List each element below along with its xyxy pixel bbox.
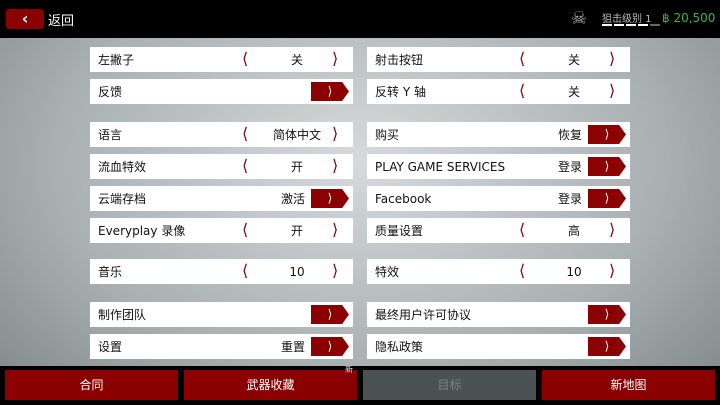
bottom-nav-button[interactable]: 武器收藏 新 [184, 365, 357, 400]
bottom-nav-label: 新地图 [610, 378, 647, 392]
setting-row[interactable]: 特效 ⟨ 10 ⟩ [367, 259, 630, 284]
chevron-left-icon[interactable]: ⟨ [242, 220, 249, 239]
bottom-nav-label: 目标 [437, 378, 462, 392]
setting-label: Everyplay 录像 [98, 224, 186, 238]
setting-label: 射击按钮 [375, 53, 424, 67]
setting-value: 登录 [557, 192, 582, 206]
chevron-left-icon: ‹ [21, 9, 29, 28]
new-badge: 新 [345, 365, 353, 374]
setting-row[interactable]: 射击按钮 ⟨ 关 ⟩ [367, 47, 630, 72]
setting-row[interactable]: 购买 恢复 ⟩ [367, 122, 630, 147]
chevron-right-icon[interactable]: ⟩ [609, 81, 616, 100]
bottom-nav-button[interactable]: 合同 [5, 370, 178, 400]
setting-label: 反转 Y 轴 [375, 85, 426, 99]
setting-label: Facebook [375, 191, 432, 206]
bottom-nav-button[interactable]: 目标 [363, 370, 536, 400]
setting-label: 隐私政策 [375, 340, 424, 354]
setting-label: 语言 [98, 128, 123, 142]
setting-label: 流血特效 [98, 160, 147, 174]
setting-value: 高 [567, 224, 580, 238]
setting-value: 关 [290, 53, 303, 67]
chevron-right-icon[interactable]: ⟩ [332, 220, 339, 239]
setting-row[interactable]: 语言 ⟨ 简体中文 ⟩ [90, 122, 353, 147]
chevron-left-icon[interactable]: ⟨ [519, 261, 526, 280]
setting-row[interactable]: 云端存档 激活 ⟩ [90, 186, 353, 211]
setting-label: PLAY GAME SERVICES [375, 159, 506, 174]
chevron-left-icon[interactable]: ⟨ [242, 261, 249, 280]
setting-row[interactable]: 流血特效 ⟨ 开 ⟩ [90, 154, 353, 179]
setting-value: 10 [566, 264, 582, 279]
setting-row[interactable]: 反馈 ⟩ [90, 79, 353, 104]
setting-value: 恢复 [557, 128, 582, 142]
setting-label: 云端存档 [98, 192, 147, 206]
arrow-right-button[interactable]: ⟩ [311, 82, 349, 101]
back-label[interactable]: 返回 [48, 14, 75, 29]
top-bar: ‹ 返回 ☠ 狙击级别 1 ฿ 20,500 [0, 0, 720, 38]
chevron-right-icon[interactable]: ⟩ [609, 49, 616, 68]
chevron-right-icon[interactable]: ⟩ [332, 49, 339, 68]
setting-row[interactable]: 反转 Y 轴 ⟨ 关 ⟩ [367, 79, 630, 104]
arrow-right-button[interactable]: ⟩ [311, 189, 349, 208]
setting-row[interactable]: 左撇子 ⟨ 关 ⟩ [90, 47, 353, 72]
setting-row[interactable]: 最终用户许可协议 ⟩ [367, 302, 630, 327]
bottom-nav-label: 合同 [79, 378, 104, 392]
setting-label: 反馈 [98, 85, 123, 99]
setting-value: 开 [290, 160, 303, 174]
arrow-right-button[interactable]: ⟩ [588, 189, 626, 208]
setting-row[interactable]: Everyplay 录像 ⟨ 开 ⟩ [90, 218, 353, 243]
chevron-left-icon[interactable]: ⟨ [242, 124, 249, 143]
setting-row[interactable]: 质量设置 ⟨ 高 ⟩ [367, 218, 630, 243]
chevron-right-icon[interactable]: ⟩ [332, 156, 339, 175]
chevron-right-icon[interactable]: ⟩ [332, 124, 339, 143]
setting-value: 重置 [280, 340, 305, 354]
chevron-right-icon[interactable]: ⟩ [609, 261, 616, 280]
setting-label: 制作团队 [98, 308, 147, 322]
setting-row[interactable]: Facebook 登录 ⟩ [367, 186, 630, 211]
rank-emblem-icon: ☠ [570, 8, 588, 29]
arrow-right-button[interactable]: ⟩ [588, 305, 626, 324]
back-button[interactable]: ‹ [6, 9, 44, 29]
rank-progress [602, 24, 660, 26]
setting-label: 左撇子 [98, 53, 135, 67]
setting-label: 特效 [375, 265, 400, 279]
setting-row[interactable]: 制作团队 ⟩ [90, 302, 353, 327]
arrow-right-button[interactable]: ⟩ [588, 337, 626, 356]
setting-value: 简体中文 [272, 128, 321, 142]
arrow-right-button[interactable]: ⟩ [311, 337, 349, 356]
setting-row[interactable]: 设置 重置 ⟩ [90, 334, 353, 359]
setting-value: 开 [290, 224, 303, 238]
setting-value: 10 [289, 264, 305, 279]
chevron-left-icon[interactable]: ⟨ [519, 81, 526, 100]
arrow-right-button[interactable]: ⟩ [588, 125, 626, 144]
rank-label: 狙击级别 1 [602, 14, 652, 25]
setting-row[interactable]: 音乐 ⟨ 10 ⟩ [90, 259, 353, 284]
chevron-left-icon[interactable]: ⟨ [242, 156, 249, 175]
chevron-right-icon[interactable]: ⟩ [332, 261, 339, 280]
setting-value: 登录 [557, 160, 582, 174]
setting-row[interactable]: 隐私政策 ⟩ [367, 334, 630, 359]
chevron-left-icon[interactable]: ⟨ [242, 49, 249, 68]
arrow-right-button[interactable]: ⟩ [588, 157, 626, 176]
chevron-left-icon[interactable]: ⟨ [519, 220, 526, 239]
setting-label: 质量设置 [375, 224, 424, 238]
setting-label: 设置 [98, 340, 123, 354]
chevron-right-icon[interactable]: ⟩ [609, 220, 616, 239]
arrow-right-button[interactable]: ⟩ [311, 305, 349, 324]
setting-row[interactable]: PLAY GAME SERVICES 登录 ⟩ [367, 154, 630, 179]
bottom-nav-button[interactable]: 新地图 [542, 370, 715, 400]
setting-label: 音乐 [98, 265, 123, 279]
currency-balance: ฿ 20,500 [662, 11, 716, 25]
setting-label: 购买 [375, 128, 400, 142]
bottom-nav: 合同 武器收藏 新目标 新地图 [0, 365, 720, 405]
setting-label: 最终用户许可协议 [375, 308, 472, 322]
setting-value: 关 [567, 85, 580, 99]
setting-value: 激活 [280, 192, 305, 206]
chevron-left-icon[interactable]: ⟨ [519, 49, 526, 68]
bottom-nav-label: 武器收藏 [246, 378, 295, 392]
setting-value: 关 [567, 53, 580, 67]
